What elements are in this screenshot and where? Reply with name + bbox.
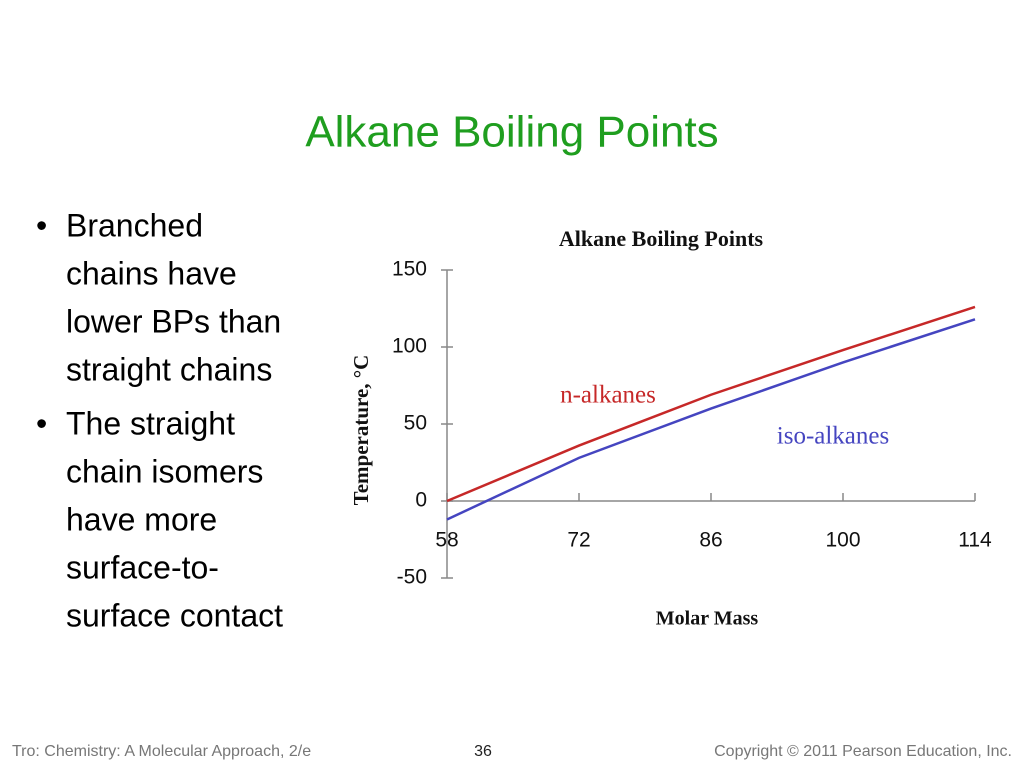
slide-title: Alkane Boiling Points xyxy=(305,108,718,157)
y-tick-label: -50 xyxy=(397,566,427,589)
bullet-text: lower BPs than xyxy=(66,303,281,339)
series-label: n-alkanes xyxy=(560,382,656,409)
x-tick-label: 72 xyxy=(567,529,590,552)
bullet-text: surface-to- xyxy=(66,549,219,585)
x-tick-label: 86 xyxy=(699,529,722,552)
y-tick-label: 0 xyxy=(415,489,427,512)
y-tick-label: 50 xyxy=(404,412,427,435)
chart-title: Alkane Boiling Points xyxy=(559,226,764,251)
series-line xyxy=(446,305,976,503)
y-axis-label: Temperature, °C xyxy=(349,355,373,506)
bullet-text: The straight xyxy=(66,405,235,441)
x-tick-label: 58 xyxy=(435,529,458,552)
bullet-marker: • xyxy=(36,207,47,243)
series-label: iso-alkanes xyxy=(777,423,889,450)
series-line xyxy=(446,318,976,521)
x-tick-label: 114 xyxy=(958,529,992,552)
y-tick-label: 150 xyxy=(392,258,427,281)
bullet-marker: • xyxy=(36,405,47,441)
x-tick-label: 100 xyxy=(825,529,860,552)
bullet-text: chains have xyxy=(66,255,237,291)
bullet-text: surface contact xyxy=(66,597,283,633)
bullet-text: chain isomers xyxy=(66,453,263,489)
footer-copyright: Copyright © 2011 Pearson Education, Inc. xyxy=(714,743,1012,760)
y-tick-label: 100 xyxy=(392,335,427,358)
bullet-text: straight chains xyxy=(66,351,272,387)
footer-source: Tro: Chemistry: A Molecular Approach, 2/… xyxy=(12,743,311,760)
bullet-text: have more xyxy=(66,501,217,537)
bullet-text: Branched xyxy=(66,207,203,243)
page-number: 36 xyxy=(474,743,492,760)
x-axis-label: Molar Mass xyxy=(656,608,759,630)
